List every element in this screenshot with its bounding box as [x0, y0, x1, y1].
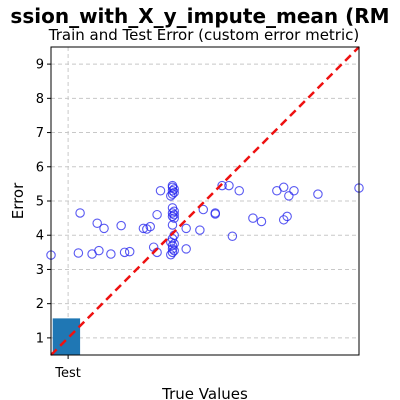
- scatter-point: [224, 180, 234, 191]
- scatter-point: [169, 213, 179, 223]
- scatter-point: [278, 215, 289, 225]
- y-tick-label: 2: [36, 297, 44, 312]
- chart-title: ssion_with_X_y_impute_mean (RM: [10, 4, 389, 28]
- scatter-point: [155, 185, 166, 196]
- y-tick-label: 4: [36, 229, 44, 244]
- scatter-point: [167, 244, 178, 254]
- y-tick-label: 1: [36, 331, 44, 346]
- scatter-point: [99, 223, 109, 234]
- scatter-point: [169, 245, 179, 256]
- scatter-point: [181, 244, 191, 254]
- x-axis-label: True Values: [161, 385, 248, 400]
- y-tick-label: 3: [36, 263, 44, 278]
- scatter-point: [169, 209, 179, 220]
- x-tick-label-test: Test: [54, 366, 81, 381]
- scatter-point: [284, 191, 294, 201]
- scatter-point: [210, 209, 221, 219]
- y-axis-label: Error: [9, 182, 27, 219]
- scatter-point: [198, 204, 209, 215]
- scatter-point: [92, 218, 102, 228]
- scatter-point: [138, 223, 149, 234]
- scatter-point: [289, 185, 299, 196]
- test-error-bar: [52, 318, 81, 355]
- scatter-point: [169, 187, 179, 198]
- scatter-point: [256, 216, 267, 227]
- scatter-point: [248, 213, 258, 223]
- scatter-point: [227, 231, 238, 241]
- reference-line-layer: [50, 46, 360, 356]
- y-tick-label: 5: [36, 195, 44, 210]
- scatter-point: [217, 180, 227, 191]
- scatter-point: [195, 225, 205, 235]
- scatter-point: [94, 245, 104, 256]
- y-ticks: 1 2 3 4 5 6 7 8 9: [36, 58, 51, 346]
- points: [46, 180, 364, 260]
- scatter-point: [181, 223, 191, 234]
- reference-line: [50, 46, 360, 356]
- y-tick-label: 8: [36, 92, 44, 107]
- y-tick-label: 7: [36, 126, 44, 141]
- y-tick-label: 6: [36, 160, 44, 175]
- scatter-point: [313, 189, 323, 199]
- scatter-point: [167, 180, 178, 191]
- scatter-point: [278, 182, 289, 193]
- scatter-point: [152, 209, 162, 220]
- test-bar-layer: [52, 318, 81, 355]
- x-ticks: Test: [54, 355, 81, 381]
- scatter-point: [167, 203, 178, 213]
- scatter-point: [73, 248, 84, 258]
- scatter-point: [282, 211, 292, 222]
- scatter-point: [119, 247, 130, 258]
- y-tick-label: 9: [36, 58, 44, 73]
- scatter-point: [167, 185, 178, 196]
- chart-subtitle: Train and Test Error (custom error metri…: [48, 26, 359, 44]
- scatter-point: [106, 249, 116, 259]
- scatter-point: [145, 221, 155, 232]
- grid: [51, 47, 359, 355]
- scatter-point: [75, 208, 85, 218]
- scatter-point: [116, 220, 126, 231]
- scatter-point: [167, 208, 178, 218]
- scatter-point: [124, 246, 135, 257]
- scatter-point: [234, 185, 244, 196]
